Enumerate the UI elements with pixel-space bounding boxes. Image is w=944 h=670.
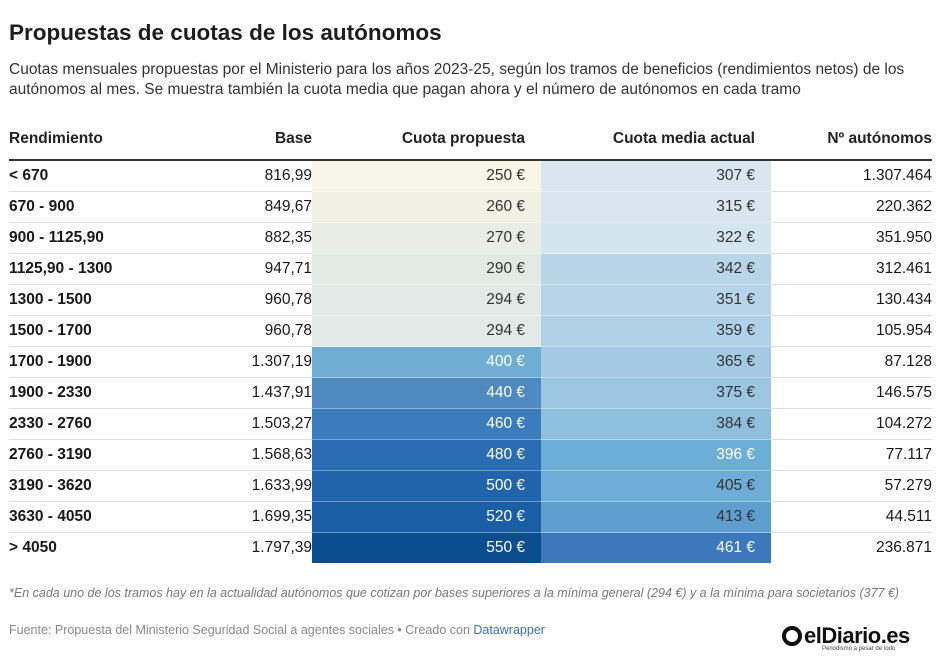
- cell-base: 816,99: [174, 160, 312, 192]
- cell-cuota-actual: 384 €: [541, 408, 771, 440]
- cell-rendimiento: 3190 - 3620: [9, 470, 174, 502]
- cell-cuota-actual: 359 €: [541, 315, 771, 347]
- table-row: 1900 - 2330 1.437,91 440 €375 €146.575: [9, 377, 932, 409]
- cell-rendimiento: 3630 - 4050: [9, 501, 174, 533]
- column-header-cuota-actual[interactable]: Cuota media actual: [541, 122, 771, 161]
- cell-rendimiento: 1700 - 1900: [9, 346, 174, 378]
- cell-cuota-actual: 413 €: [541, 501, 771, 533]
- cell-cuota-propuesta: 290 €: [312, 253, 541, 285]
- cell-autonomos: 104.272: [771, 408, 932, 440]
- cell-rendimiento: 1900 - 2330: [9, 377, 174, 409]
- source-line: Fuente: Propuesta del Ministerio Segurid…: [9, 623, 545, 637]
- table-row: 670 - 900 849,67 260 €315 €220.362: [9, 191, 932, 223]
- footnote: *En cada uno de los tramos hay en la act…: [9, 586, 900, 600]
- page-title: Propuestas de cuotas de los autónomos: [9, 20, 442, 45]
- cell-autonomos: 1.307.464: [771, 160, 932, 192]
- table-row: 1500 - 1700 960,78 294 €359 €105.954: [9, 315, 932, 347]
- cell-cuota-propuesta: 440 €: [312, 377, 541, 409]
- column-header-rendimiento[interactable]: Rendimiento: [9, 122, 174, 161]
- table-row: 2760 - 3190 1.568,63 480 €396 €77.117: [9, 439, 932, 471]
- cell-base: 1.633,99: [174, 470, 312, 502]
- cell-base: 1.437,91: [174, 377, 312, 409]
- table-header-row: Rendimiento Base Cuota propuesta Cuota m…: [9, 122, 932, 161]
- cell-autonomos: 220.362: [771, 191, 932, 223]
- cell-base: 1.568,63: [174, 439, 312, 471]
- cell-rendimiento: 670 - 900: [9, 191, 174, 223]
- cell-cuota-propuesta: 400 €: [312, 346, 541, 378]
- cell-autonomos: 146.575: [771, 377, 932, 409]
- cell-autonomos: 87.128: [771, 346, 932, 378]
- cell-base: 960,78: [174, 315, 312, 347]
- table-row: 3190 - 3620 1.633,99 500 €405 €57.279: [9, 470, 932, 502]
- cell-base: 960,78: [174, 284, 312, 316]
- logo-tagline: Periodismo a pesar de todo: [822, 646, 896, 652]
- cell-cuota-actual: 396 €: [541, 439, 771, 471]
- cell-rendimiento: 2760 - 3190: [9, 439, 174, 471]
- table-row: 1300 - 1500 960,78 294 €351 €130.434: [9, 284, 932, 316]
- cell-cuota-propuesta: 500 €: [312, 470, 541, 502]
- cell-cuota-actual: 322 €: [541, 222, 771, 254]
- cell-autonomos: 351.950: [771, 222, 932, 254]
- page-subtitle: Cuotas mensuales propuestas por el Minis…: [9, 61, 905, 98]
- cell-autonomos: 44.511: [771, 501, 932, 533]
- table-row: 900 - 1125,90 882,35 270 €322 €351.950: [9, 222, 932, 254]
- column-header-autonomos[interactable]: Nº autónomos: [771, 122, 932, 161]
- cell-base: 849,67: [174, 191, 312, 223]
- cell-cuota-actual: 307 €: [541, 160, 771, 192]
- cell-cuota-propuesta: 460 €: [312, 408, 541, 440]
- cell-base: 1.797,39: [251, 539, 312, 556]
- cell-base: 1.503,27: [174, 408, 312, 440]
- cell-autonomos: 57.279: [771, 470, 932, 502]
- table-row: 1125,90 - 1300 947,71 290 €342 €312.461: [9, 253, 932, 285]
- cell-cuota-propuesta: 250 €: [312, 160, 541, 192]
- cell-cuota-actual: 461 €: [541, 532, 771, 563]
- table-row: > 4050 1.797,39 550 €461 € 236.871: [9, 532, 932, 563]
- cell-cuota-actual: 315 €: [541, 191, 771, 223]
- cell-rendimiento: 1500 - 1700: [9, 315, 174, 347]
- cell-base: 1.307,19: [174, 346, 312, 378]
- cell-cuota-actual: 365 €: [541, 346, 771, 378]
- cell-cuota-propuesta: 550 €: [312, 532, 541, 563]
- cell-cuota-actual: 342 €: [541, 253, 771, 285]
- table-row: 3630 - 4050 1.699,35 520 €413 €44.511: [9, 501, 932, 533]
- cell-cuota-propuesta: 294 €: [312, 284, 541, 316]
- cell-rendimiento: 2330 - 2760: [9, 408, 174, 440]
- cell-autonomos: 312.461: [771, 253, 932, 285]
- data-table: Rendimiento Base Cuota propuesta Cuota m…: [9, 122, 932, 563]
- cell-cuota-propuesta: 520 €: [312, 501, 541, 533]
- cell-base: 947,71: [174, 253, 312, 285]
- cell-cuota-propuesta: 270 €: [312, 222, 541, 254]
- cell-cuota-propuesta: 294 €: [312, 315, 541, 347]
- cell-rendimiento: < 670: [9, 160, 174, 192]
- cell-base: 1.699,35: [174, 501, 312, 533]
- cell-autonomos: 105.954: [771, 315, 932, 347]
- datawrapper-link[interactable]: Datawrapper: [473, 623, 545, 637]
- cell-cuota-actual: 405 €: [541, 470, 771, 502]
- column-header-base[interactable]: Base: [174, 122, 312, 161]
- logo-text: elDiario.es: [804, 623, 910, 648]
- cell-cuota-propuesta: 260 €: [312, 191, 541, 223]
- cell-autonomos: 130.434: [771, 284, 932, 316]
- column-header-cuota-propuesta[interactable]: Cuota propuesta: [312, 122, 541, 161]
- cell-rendimiento: 1125,90 - 1300: [9, 253, 174, 285]
- cell-rendimiento: 1300 - 1500: [9, 284, 174, 316]
- source-text: Fuente: Propuesta del Ministerio Segurid…: [9, 623, 474, 637]
- table-row: < 670 816,99 250 €307 €1.307.464: [9, 160, 932, 192]
- cell-cuota-actual: 375 €: [541, 377, 771, 409]
- cell-base: 882,35: [174, 222, 312, 254]
- cell-cuota-actual: 351 €: [541, 284, 771, 316]
- cell-rendimiento: 900 - 1125,90: [9, 222, 174, 254]
- cell-autonomos: 236.871: [875, 539, 932, 556]
- table-row: 2330 - 2760 1.503,27 460 €384 €104.272: [9, 408, 932, 440]
- cell-cuota-propuesta: 480 €: [312, 439, 541, 471]
- cell-rendimiento: > 4050: [9, 539, 57, 556]
- table-row: 1700 - 1900 1.307,19 400 €365 €87.128: [9, 346, 932, 378]
- cell-autonomos: 77.117: [771, 439, 932, 471]
- eldiario-logo[interactable]: elDiario.es Periodismo a pesar de todo: [782, 623, 922, 655]
- logo-circle-icon: [782, 626, 802, 646]
